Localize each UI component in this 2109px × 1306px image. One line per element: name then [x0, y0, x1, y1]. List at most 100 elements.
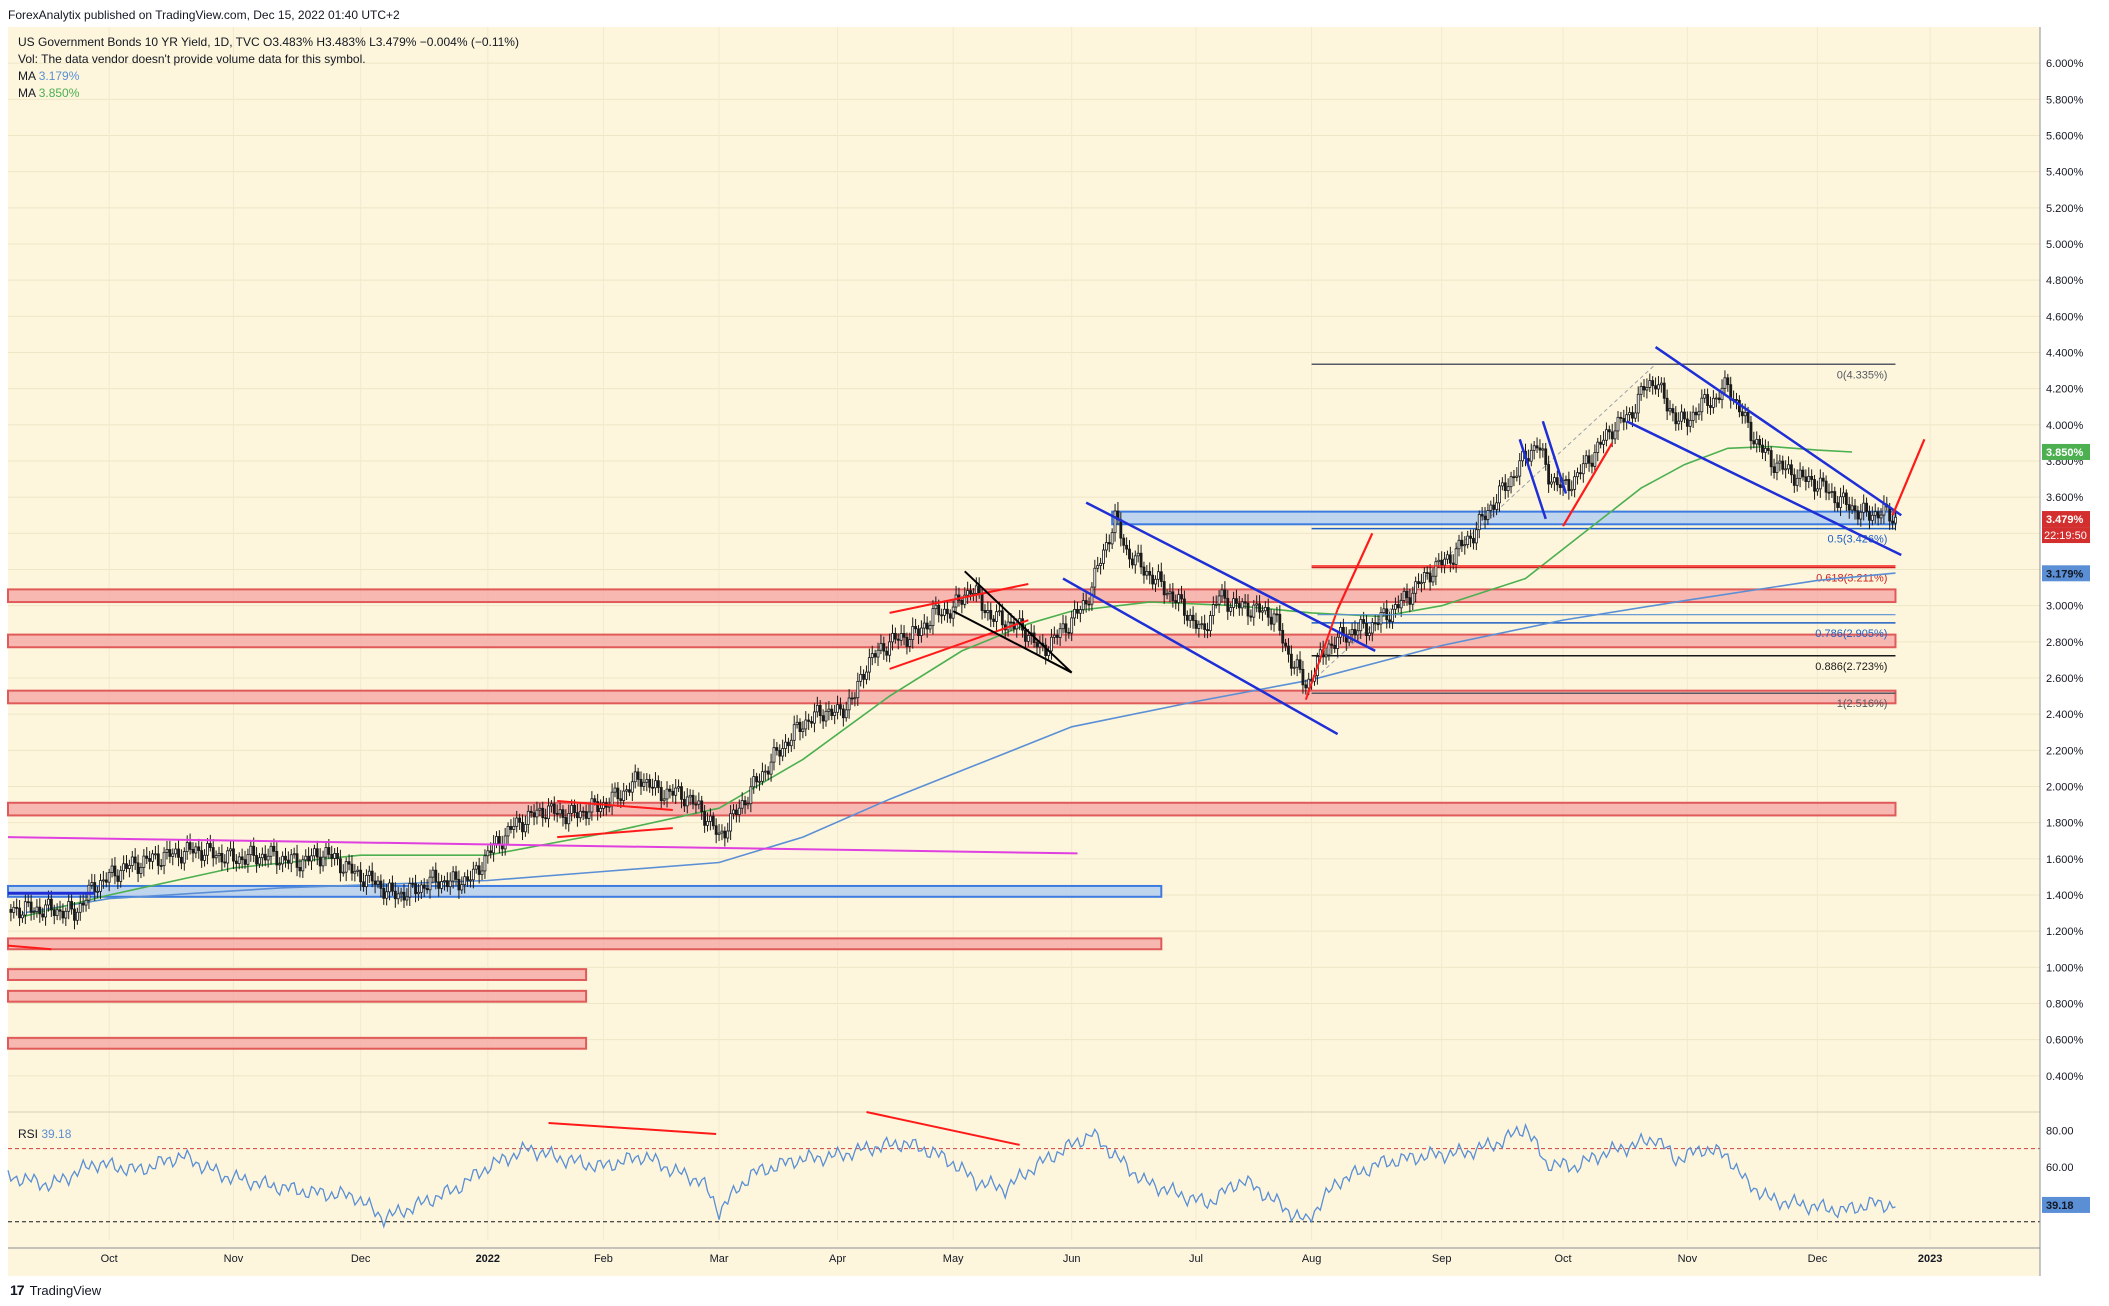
candle-body: [78, 902, 82, 913]
candle-body: [1336, 636, 1340, 649]
price-labels: 3.850% 3.479% 22:19:50 3.179% 39.18: [2042, 443, 2090, 1213]
candle-body: [1183, 598, 1186, 616]
rsi-divergence-2: [866, 1111, 1020, 1146]
candle-body: [555, 813, 559, 815]
candle-body: [1067, 631, 1071, 634]
ma2-legend[interactable]: MA 3.850%: [18, 85, 519, 102]
candle-body: [156, 853, 160, 866]
y-tick-label: 5.000%: [2046, 239, 2084, 251]
candle-body: [532, 812, 536, 818]
candle-body: [714, 825, 718, 835]
candle-body: [1515, 475, 1519, 478]
candle-body: [29, 901, 33, 913]
candle-body: [879, 643, 883, 651]
candle-body: [1376, 623, 1380, 626]
x-tick-label: 2022: [476, 1253, 500, 1265]
candle-body: [1284, 642, 1287, 647]
x-tick-label: Apr: [829, 1253, 846, 1265]
candle-body: [1642, 386, 1646, 391]
symbol-line[interactable]: US Government Bonds 10 YR Yield, 1D, TVC…: [18, 35, 519, 49]
ma1-legend[interactable]: MA 3.179%: [18, 68, 519, 85]
candle-body: [107, 871, 111, 883]
candle-body: [526, 810, 530, 825]
candle-body: [1396, 604, 1400, 609]
candle-body: [876, 649, 880, 658]
candle-body: [451, 871, 455, 882]
candle-body: [1443, 558, 1446, 566]
candle-body: [827, 708, 831, 712]
y-tick-label: 1.800%: [2046, 818, 2084, 830]
red-short-line: [7, 944, 52, 951]
y-tick-label: 2.600%: [2046, 673, 2084, 685]
candle-body: [70, 901, 74, 910]
candle-body: [486, 850, 490, 857]
candle-body: [1206, 629, 1209, 632]
candle-body: [787, 741, 790, 747]
candle-body: [1451, 562, 1455, 565]
candle-body: [977, 585, 981, 595]
candle-body: [52, 909, 56, 917]
candle-body: [865, 671, 868, 680]
red-wedge-top: [557, 799, 673, 812]
tradingview-brand[interactable]: 17 TradingView: [10, 1282, 101, 1298]
candle-body: [99, 880, 102, 892]
candle-body: [1816, 488, 1819, 492]
rsi-legend[interactable]: RSI 39.18: [18, 1127, 71, 1141]
candle-body: [1703, 394, 1707, 399]
candle-body: [769, 761, 773, 775]
candle-body: [1544, 448, 1548, 465]
candle-body: [535, 809, 539, 818]
candle-body: [1662, 382, 1666, 399]
candle-body: [983, 610, 987, 614]
candle-body: [191, 848, 195, 854]
price-axis[interactable]: 6.000% 5.800% 5.600% 5.400% 5.200% 5.000% 4.80…: [2039, 27, 2084, 1276]
candle-body: [1596, 441, 1600, 453]
candle-body: [266, 855, 270, 861]
candle-body: [1307, 678, 1311, 689]
price-axis-label-text: 3.479%: [2046, 514, 2084, 526]
candle-body: [67, 901, 71, 912]
candle-body: [1217, 595, 1221, 605]
red-arrow-aug-up: [1336, 532, 1374, 610]
candle-body: [246, 854, 250, 865]
candle-body: [21, 914, 24, 919]
ma1-axis-label-box: [2042, 565, 2090, 582]
candle-body: [408, 883, 412, 898]
candle-body: [737, 807, 741, 815]
fib-level-label: 0.886(2.723%): [1815, 661, 1887, 673]
candle-body: [1373, 622, 1377, 625]
candle-body: [1252, 604, 1256, 618]
candle-body: [945, 608, 949, 615]
candle-body: [697, 800, 701, 805]
candle-body: [642, 781, 646, 787]
candle-body: [180, 856, 183, 864]
candle-body: [373, 880, 377, 885]
candle-body: [1836, 502, 1840, 508]
candle-body: [315, 848, 319, 858]
candle-body: [1509, 476, 1513, 488]
candlesticks: [9, 370, 1897, 930]
candle-body: [1882, 503, 1886, 516]
candle-body: [960, 600, 964, 605]
candle-body: [1420, 582, 1423, 585]
candle-body: [1862, 502, 1866, 513]
candle-body: [1197, 623, 1201, 629]
candle-body: [1784, 468, 1788, 471]
candle-body: [1677, 420, 1681, 425]
candle-body: [708, 815, 712, 822]
price-axis-label-box: [2042, 511, 2090, 528]
candle-body: [460, 884, 464, 891]
candle-body: [405, 896, 409, 901]
time-axis[interactable]: Oct Nov Dec 2022 Feb Mar Apr May Jun Jul Aug Sep Oct…: [8, 1247, 2040, 1265]
tradingview-logo-icon: 17: [10, 1282, 25, 1298]
candle-body: [1446, 554, 1449, 560]
candle-body: [330, 854, 334, 859]
candle-body: [1151, 574, 1155, 585]
countdown-text: 22:19:50: [2044, 530, 2087, 542]
candle-body: [1269, 616, 1273, 625]
candle-body: [1431, 575, 1435, 583]
candle-body: [1480, 513, 1484, 517]
candle-body: [1240, 601, 1244, 609]
y-tick-label: 5.400%: [2046, 167, 2084, 179]
